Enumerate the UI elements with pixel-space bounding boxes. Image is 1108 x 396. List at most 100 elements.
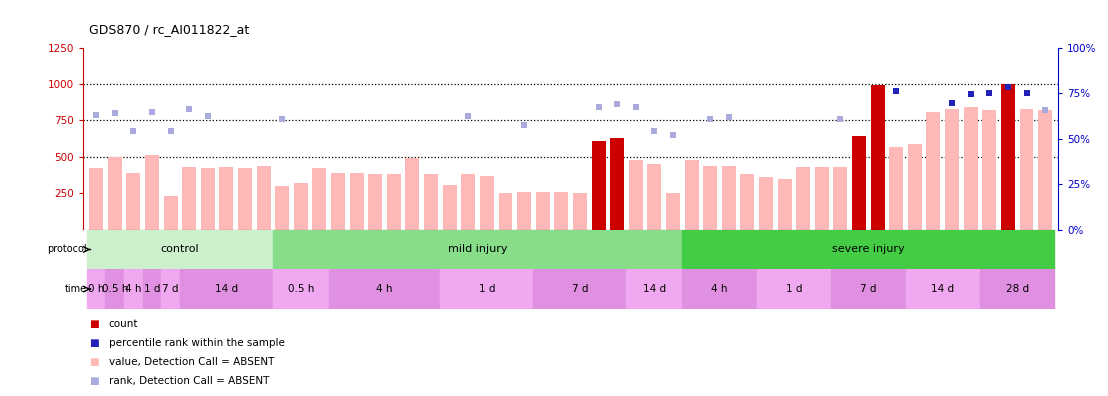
Point xyxy=(162,128,179,134)
Point xyxy=(124,128,142,134)
Text: protocol: protocol xyxy=(48,244,86,255)
Point xyxy=(143,109,161,115)
Bar xyxy=(124,269,143,309)
Text: time: time xyxy=(64,284,86,294)
Bar xyxy=(312,168,327,230)
Bar xyxy=(368,174,382,230)
Point xyxy=(274,116,291,122)
Bar xyxy=(964,107,977,230)
Text: control: control xyxy=(161,244,199,255)
Text: severe injury: severe injury xyxy=(832,244,904,255)
Point xyxy=(88,111,105,118)
Text: rank, Detection Call = ABSENT: rank, Detection Call = ABSENT xyxy=(109,376,269,386)
Bar xyxy=(257,166,270,230)
Bar xyxy=(86,230,273,269)
Bar xyxy=(443,185,456,230)
Point xyxy=(608,101,626,108)
Bar xyxy=(626,269,683,309)
Bar xyxy=(126,173,141,230)
Bar xyxy=(797,167,810,230)
Point xyxy=(515,122,533,128)
Point xyxy=(1017,89,1035,96)
Text: 1 d: 1 d xyxy=(144,284,161,294)
Bar xyxy=(683,269,757,309)
Bar xyxy=(683,230,1055,269)
Bar xyxy=(86,269,105,309)
Bar xyxy=(201,168,215,230)
Bar xyxy=(905,269,979,309)
Bar xyxy=(105,269,124,309)
Text: 14 d: 14 d xyxy=(643,284,666,294)
Bar xyxy=(907,144,922,230)
Text: ■: ■ xyxy=(89,338,99,348)
Bar xyxy=(979,269,1055,309)
Bar xyxy=(778,179,791,230)
Bar xyxy=(1038,110,1053,230)
Point xyxy=(1036,107,1054,113)
Bar xyxy=(666,193,680,230)
Text: 14 d: 14 d xyxy=(931,284,954,294)
Bar xyxy=(1019,109,1034,230)
Point xyxy=(943,100,961,106)
Text: percentile rank within the sample: percentile rank within the sample xyxy=(109,338,285,348)
Text: 1 d: 1 d xyxy=(479,284,495,294)
Point xyxy=(589,104,607,110)
Text: ■: ■ xyxy=(89,376,99,386)
Point xyxy=(962,91,979,97)
Bar xyxy=(757,269,831,309)
Bar xyxy=(162,269,179,309)
Point xyxy=(460,113,478,119)
Text: 0.5 h: 0.5 h xyxy=(288,284,314,294)
Bar xyxy=(685,160,698,230)
Point xyxy=(981,89,998,96)
Point xyxy=(106,110,124,116)
Bar xyxy=(517,192,531,230)
Point xyxy=(832,116,850,122)
Bar xyxy=(406,158,420,230)
Bar xyxy=(852,136,866,230)
Bar xyxy=(329,269,440,309)
Point xyxy=(701,116,719,122)
Bar xyxy=(164,196,177,230)
Point xyxy=(720,114,738,121)
Text: 0 h: 0 h xyxy=(88,284,104,294)
Bar xyxy=(424,174,438,230)
Bar xyxy=(179,269,273,309)
Bar xyxy=(273,230,683,269)
Text: 7 d: 7 d xyxy=(162,284,178,294)
Text: 4 h: 4 h xyxy=(377,284,393,294)
Bar xyxy=(533,269,626,309)
Text: 7 d: 7 d xyxy=(572,284,588,294)
Text: ■: ■ xyxy=(89,357,99,367)
Text: GDS870 / rc_AI011822_at: GDS870 / rc_AI011822_at xyxy=(89,23,249,36)
Bar xyxy=(387,174,401,230)
Bar xyxy=(740,174,755,230)
Text: count: count xyxy=(109,319,138,329)
Bar xyxy=(831,269,905,309)
Text: 0.5 h: 0.5 h xyxy=(102,284,127,294)
Bar xyxy=(536,192,550,230)
Text: mild injury: mild injury xyxy=(448,244,507,255)
Bar xyxy=(350,173,363,230)
Text: 4 h: 4 h xyxy=(711,284,728,294)
Bar xyxy=(499,193,513,230)
Bar xyxy=(721,166,736,230)
Bar xyxy=(275,186,289,230)
Bar xyxy=(871,86,884,230)
Bar xyxy=(704,166,717,230)
Point xyxy=(199,113,217,119)
Text: ■: ■ xyxy=(89,319,99,329)
Bar xyxy=(89,168,103,230)
Bar xyxy=(238,168,252,230)
Point xyxy=(664,132,681,138)
Bar xyxy=(890,147,903,230)
Bar xyxy=(833,167,848,230)
Bar xyxy=(219,167,234,230)
Point xyxy=(646,128,664,134)
Bar xyxy=(294,183,308,230)
Bar xyxy=(647,164,661,230)
Text: 4 h: 4 h xyxy=(125,284,142,294)
Point xyxy=(181,106,198,112)
Bar xyxy=(273,269,329,309)
Bar xyxy=(983,110,996,230)
